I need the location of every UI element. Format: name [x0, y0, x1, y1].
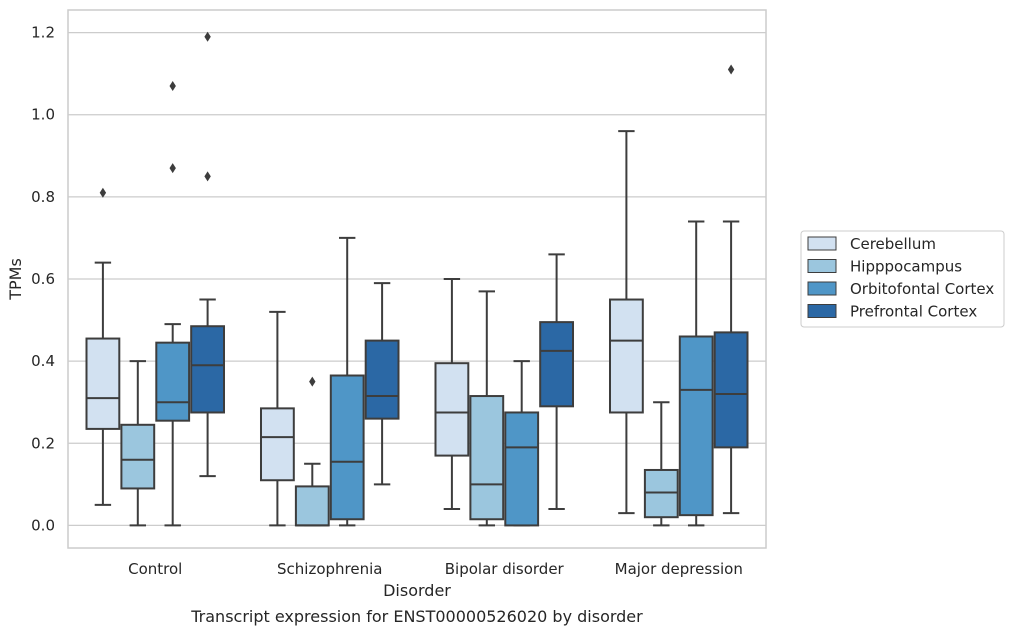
y-tick-label: 1.2: [31, 24, 55, 42]
y-tick-label: 0.4: [31, 352, 55, 370]
outlier-point: [309, 376, 316, 387]
y-tick-label: 0.6: [31, 270, 55, 288]
legend-label: Hipppocampus: [850, 258, 962, 276]
outlier-point: [727, 64, 735, 75]
box-hipppocampus: [643, 401, 679, 527]
legend-swatch: [807, 259, 837, 273]
plot-frame: [67, 9, 767, 549]
outlier-point: [169, 163, 176, 174]
legend-swatch: [807, 304, 837, 318]
box-body: [85, 337, 121, 430]
box-body: [364, 339, 400, 420]
box-prefrontal-cortex: [713, 64, 749, 515]
outlier-point: [99, 187, 107, 198]
box-cerebellum: [434, 278, 470, 510]
box-hipppocampus: [120, 360, 156, 527]
x-tick-label: Control: [128, 560, 182, 578]
legend-label: Prefrontal Cortex: [850, 303, 977, 321]
box-body: [294, 485, 330, 527]
box-body: [713, 331, 749, 449]
box-orbitofontal-cortex: [678, 220, 714, 527]
y-tick-label: 0.2: [31, 434, 55, 452]
outlier-point: [204, 171, 211, 182]
outlier-point: [204, 31, 211, 42]
y-tick-label: 1.0: [31, 106, 55, 124]
box-body: [469, 395, 505, 521]
box-body: [434, 362, 470, 457]
box-body: [539, 321, 575, 408]
box-hipppocampus: [294, 376, 330, 527]
box-orbitofontal-cortex: [155, 80, 191, 527]
box-body: [504, 411, 540, 527]
legend-frame: [800, 230, 1005, 328]
y-tick-label: 0.8: [31, 188, 55, 206]
box-body: [155, 341, 191, 422]
box-body: [259, 407, 295, 482]
box-body: [329, 374, 365, 521]
box-prefrontal-cortex: [539, 253, 575, 510]
outlier-point: [169, 80, 176, 91]
box-series: [85, 31, 749, 527]
box-body: [643, 468, 679, 519]
y-tick-label: 0.0: [31, 516, 55, 534]
legend-label: Orbitofontal Cortex: [850, 280, 994, 298]
box-prefrontal-cortex: [190, 31, 226, 478]
y-axis-title: TPMs: [6, 258, 25, 301]
x-tick-label: Schizophrenia: [277, 560, 382, 578]
x-tick-label: Major depression: [615, 560, 743, 578]
legend-swatch: [807, 236, 837, 251]
box-orbitofontal-cortex: [329, 236, 365, 527]
legend-label: Cerebellum: [850, 235, 936, 253]
box-body: [120, 423, 156, 490]
chart-caption: Transcript expression for ENST0000052602…: [190, 607, 643, 626]
box-hipppocampus: [469, 290, 505, 527]
box-cerebellum: [259, 310, 295, 527]
legend: Cerebellum Hipppocampus Orbitofontal Corte…: [800, 230, 1005, 328]
y-tick-labels: 0.0 0.2 0.4 0.6 0.8 1.0 1.2: [31, 24, 55, 535]
legend-swatch: [807, 281, 837, 296]
x-tick-label: Bipolar disorder: [445, 560, 565, 578]
x-tick-labels: Control Schizophrenia Bipolar disorder Majo…: [128, 560, 743, 578]
x-axis-title: Disorder: [383, 581, 451, 600]
box-orbitofontal-cortex: [504, 360, 540, 527]
box-body: [678, 335, 714, 517]
box-prefrontal-cortex: [364, 282, 400, 486]
box-cerebellum: [608, 130, 644, 515]
box-body: [608, 298, 644, 414]
box-body: [190, 325, 226, 414]
box-cerebellum: [85, 187, 121, 506]
